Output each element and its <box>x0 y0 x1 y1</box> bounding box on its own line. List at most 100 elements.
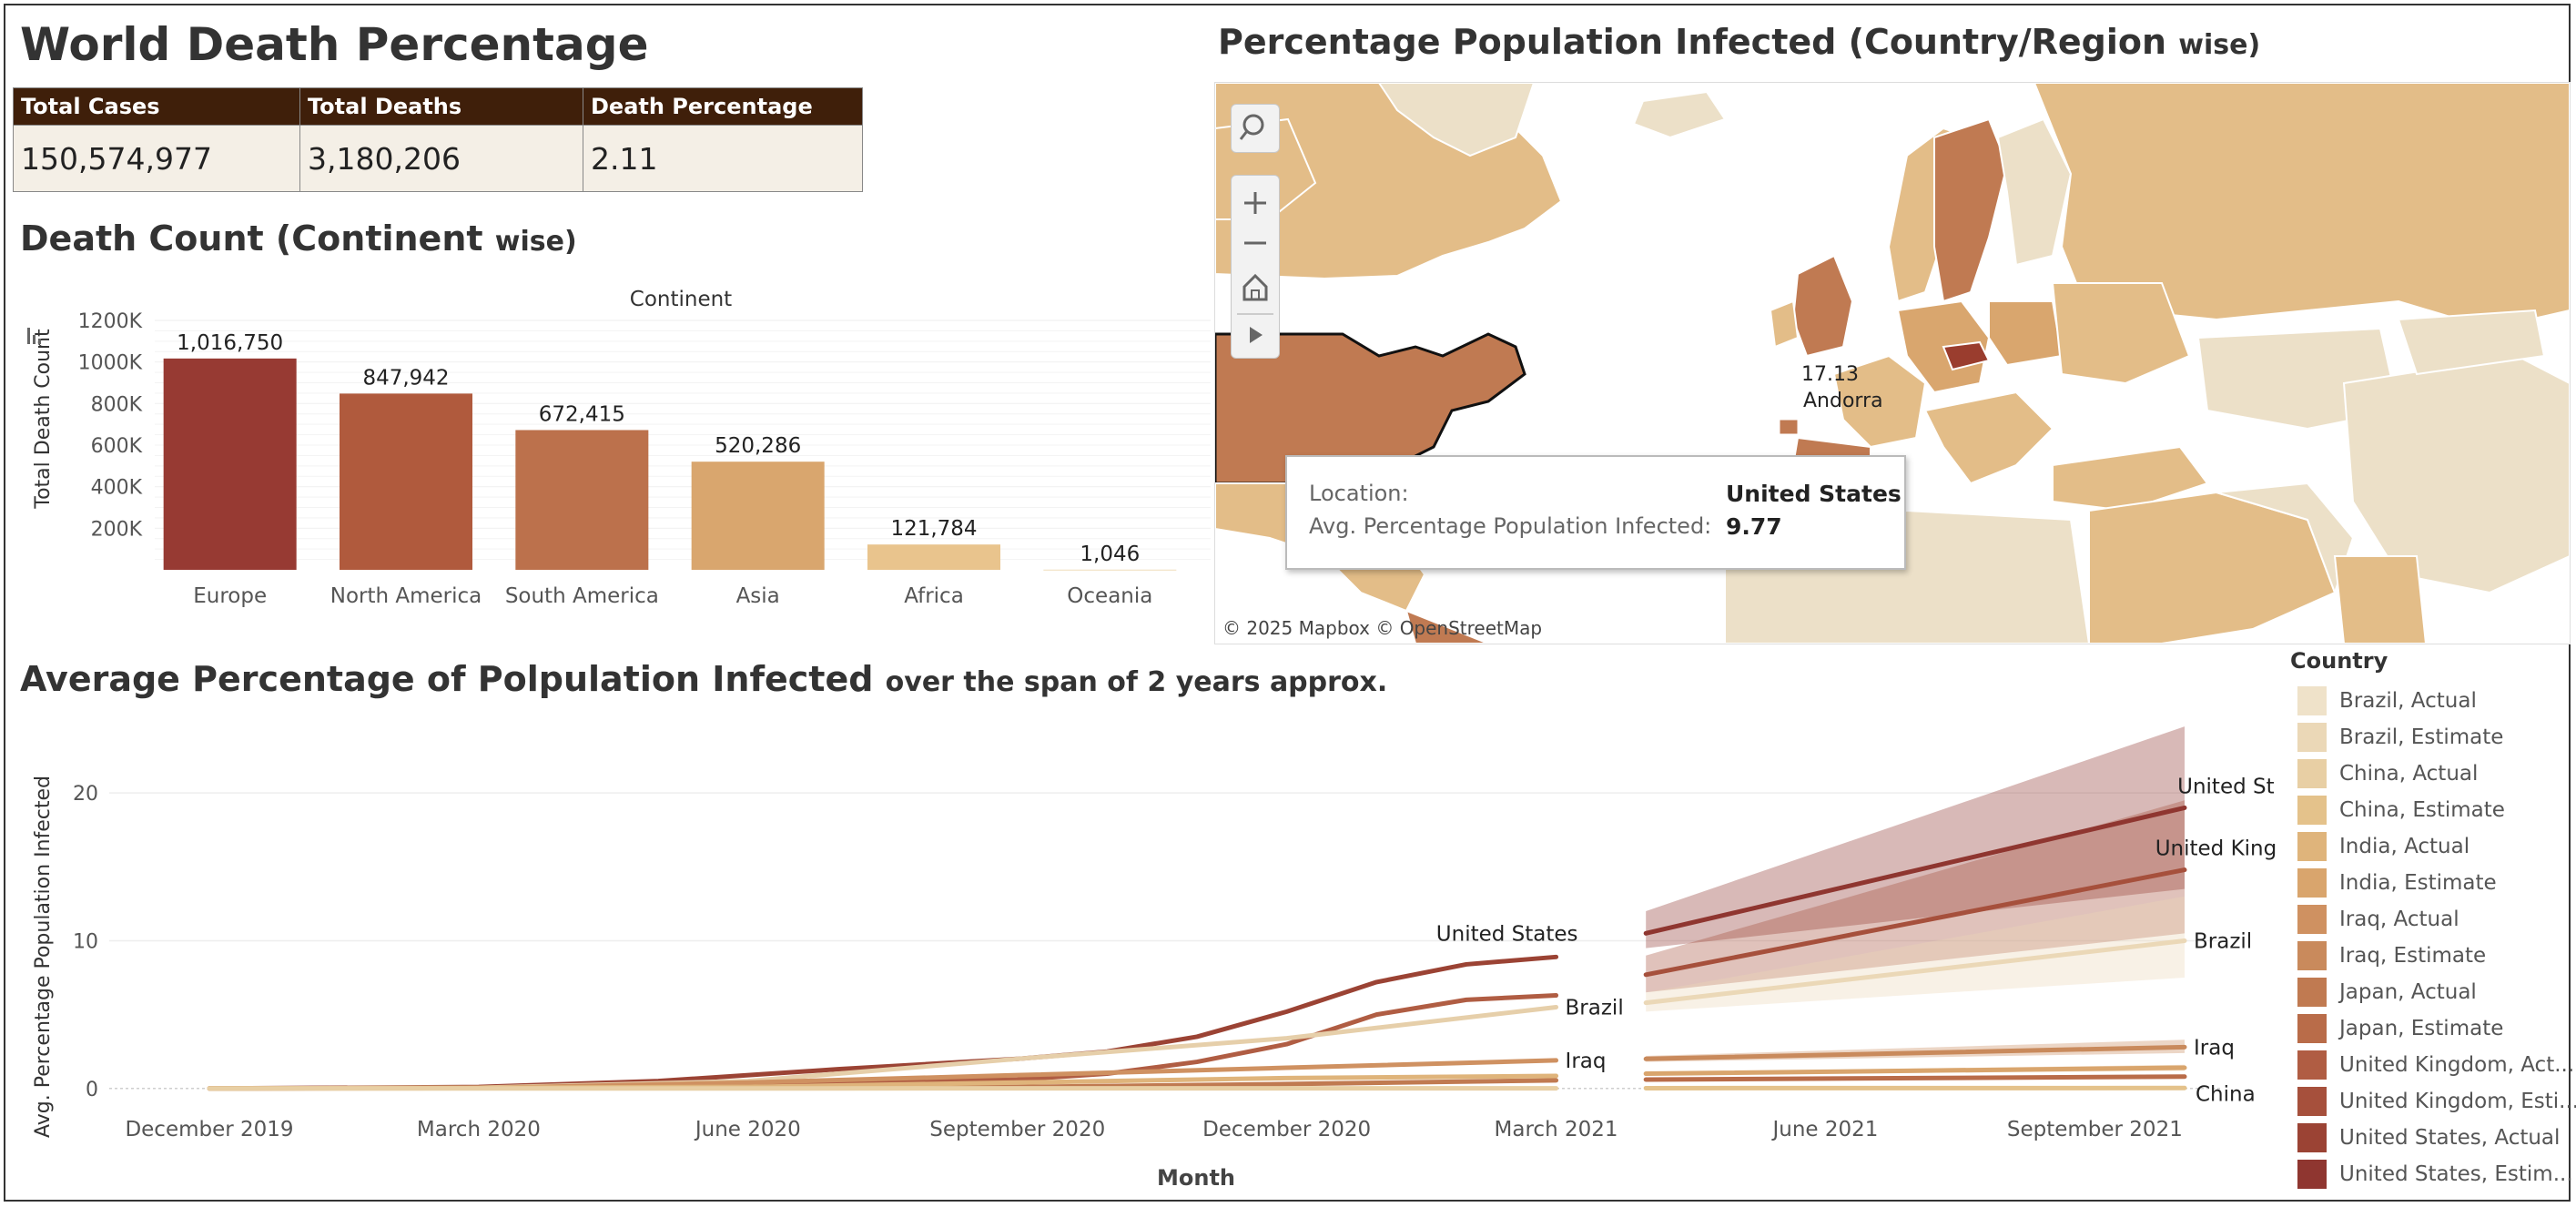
line-estimate-japan[interactable] <box>1643 1074 2187 1082</box>
legend-item[interactable]: Japan, Actual <box>2297 974 2477 1010</box>
legend-label: Japan, Actual <box>2339 980 2477 1004</box>
region-ukraine-belarus[interactable] <box>2051 282 2191 385</box>
map-search-button[interactable] <box>1231 104 1280 153</box>
region-czechia[interactable] <box>1942 340 1991 371</box>
bar-africa[interactable] <box>867 544 1000 570</box>
legend-item[interactable]: Brazil, Estimate <box>2297 719 2503 756</box>
legend-item[interactable]: Brazil, Actual <box>2297 683 2477 719</box>
legend-swatch <box>2297 686 2327 715</box>
legend-swatch <box>2297 941 2327 970</box>
legend-swatch <box>2297 1160 2327 1189</box>
legend-item[interactable]: Iraq, Actual <box>2297 901 2459 938</box>
tooltip-metric-label: Avg. Percentage Population Infected: <box>1309 513 1712 539</box>
legend-label: United Kingdom, Act... <box>2339 1053 2575 1077</box>
legend-item[interactable]: United Kingdom, Act... <box>2297 1047 2574 1083</box>
region-greenland[interactable] <box>1377 83 1536 157</box>
region-central-america[interactable] <box>1405 609 1489 644</box>
home-icon[interactable] <box>1242 273 1268 301</box>
kpi-table: Total Cases Total Deaths Death Percentag… <box>13 87 863 192</box>
line-xtick-label: December 2019 <box>125 1118 293 1141</box>
forecast-band-united-states <box>1646 726 2185 948</box>
map-label-value: 17.13 <box>1801 363 1859 386</box>
line-end-label: Iraq <box>1566 1050 1607 1073</box>
region-russia[interactable] <box>2033 83 2570 330</box>
line-xtick-label: March 2021 <box>1495 1118 1618 1141</box>
region-france[interactable] <box>1832 354 1927 449</box>
legend-label: Iraq, Actual <box>2339 908 2459 931</box>
legend-swatch <box>2297 1014 2327 1043</box>
legend-item[interactable]: Iraq, Estimate <box>2297 938 2486 974</box>
region-china[interactable] <box>2342 354 2570 594</box>
legend-item[interactable]: India, Actual <box>2297 828 2470 865</box>
legend-label: India, Actual <box>2339 835 2470 858</box>
region-turkey[interactable] <box>2052 445 2209 512</box>
line-ytick-label: 10 <box>73 930 98 953</box>
region-finland[interactable] <box>1996 117 2073 267</box>
bar-value-label: 672,415 <box>539 402 625 426</box>
bar-category-label: Asia <box>736 584 780 608</box>
legend-label: United States, Estim... <box>2339 1162 2573 1186</box>
line-estimate-united-kingdom[interactable] <box>1643 867 2187 978</box>
region-andorra[interactable] <box>1779 419 1799 435</box>
region-south-asia[interactable] <box>2333 555 2428 644</box>
legend-item[interactable]: China, Estimate <box>2297 792 2505 828</box>
line-chart-title: Average Percentage of Polpulation Infect… <box>20 659 1387 699</box>
line-end-label: United Kingdom <box>2155 837 2276 861</box>
line-estimate-united-states[interactable] <box>1643 805 2187 936</box>
legend-label: China, Actual <box>2339 762 2479 786</box>
play-icon[interactable] <box>1250 327 1263 343</box>
line-xtick-label: September 2021 <box>2007 1118 2183 1141</box>
map-title: Percentage Population Infected (Country/… <box>1218 22 2260 62</box>
region-sweden[interactable] <box>1933 117 2009 303</box>
region-poland[interactable] <box>1988 300 2064 367</box>
legend-item[interactable]: United Kingdom, Esti... <box>2297 1083 2576 1120</box>
bar-south-america[interactable] <box>515 430 649 570</box>
bar-value-label: 1,046 <box>1080 543 1140 566</box>
line-ytick-label: 0 <box>86 1079 98 1101</box>
zoom-in-icon[interactable] <box>1244 192 1266 214</box>
line-estimate-iraq[interactable] <box>1643 1044 2187 1061</box>
map-title-small: wise) <box>2178 29 2261 61</box>
legend-item[interactable]: United States, Estim... <box>2297 1156 2573 1192</box>
bar-ytick-label: 400K <box>91 477 143 500</box>
map-zoom-controls <box>1231 175 1280 359</box>
region-ireland[interactable] <box>1769 299 1800 349</box>
line-end-label: Brazil <box>2194 929 2252 953</box>
bar-north-america[interactable] <box>340 393 472 570</box>
bar-ytick-label: 800K <box>91 393 143 416</box>
bar-europe[interactable] <box>163 358 297 570</box>
line-chart-xlabel: Month <box>1157 1165 1235 1191</box>
legend-swatch <box>2297 1050 2327 1080</box>
forecast-band-united-kingdom <box>1646 800 2185 993</box>
legend-item[interactable]: China, Actual <box>2297 756 2478 792</box>
bar-oceania[interactable] <box>1043 569 1177 571</box>
legend-item[interactable]: Japan, Estimate <box>2297 1010 2503 1047</box>
line-actual-united-kingdom[interactable] <box>207 993 1559 1091</box>
sort-icon[interactable] <box>27 328 41 344</box>
legend-item[interactable]: United States, Actual <box>2297 1120 2560 1156</box>
bar-asia[interactable] <box>691 462 825 570</box>
bar-value-label: 121,784 <box>890 517 977 541</box>
legend-label: China, Estimate <box>2339 798 2505 822</box>
tooltip-location-value: United States <box>1726 481 1902 507</box>
legend-swatch <box>2297 1123 2327 1152</box>
page-title: World Death Percentage <box>20 18 649 71</box>
region-mongolia[interactable] <box>2397 309 2546 376</box>
bar-value-label: 1,016,750 <box>177 331 283 355</box>
kpi-value-total-deaths: 3,180,206 <box>299 125 583 192</box>
line-estimate-india[interactable] <box>1643 1065 2187 1077</box>
line-xtick-label: June 2020 <box>694 1118 801 1141</box>
line-estimate-brazil[interactable] <box>1643 938 2187 1006</box>
region-iceland[interactable] <box>1632 90 1727 139</box>
legend-title: Country <box>2290 648 2388 674</box>
legend-item[interactable]: India, Estimate <box>2297 865 2497 901</box>
bar-ytick-label: 200K <box>91 518 143 541</box>
legend-swatch <box>2297 1087 2327 1116</box>
bar-chart-title: Continent <box>630 288 732 311</box>
bar-category-label: Europe <box>193 584 267 608</box>
forecast-band-brazil <box>1646 896 2185 1012</box>
line-end-label: Iraq <box>2194 1036 2235 1060</box>
region-italy-balkans[interactable] <box>1923 390 2054 485</box>
line-xtick-label: December 2020 <box>1202 1118 1371 1141</box>
bar-ytick-label: 600K <box>91 435 143 458</box>
